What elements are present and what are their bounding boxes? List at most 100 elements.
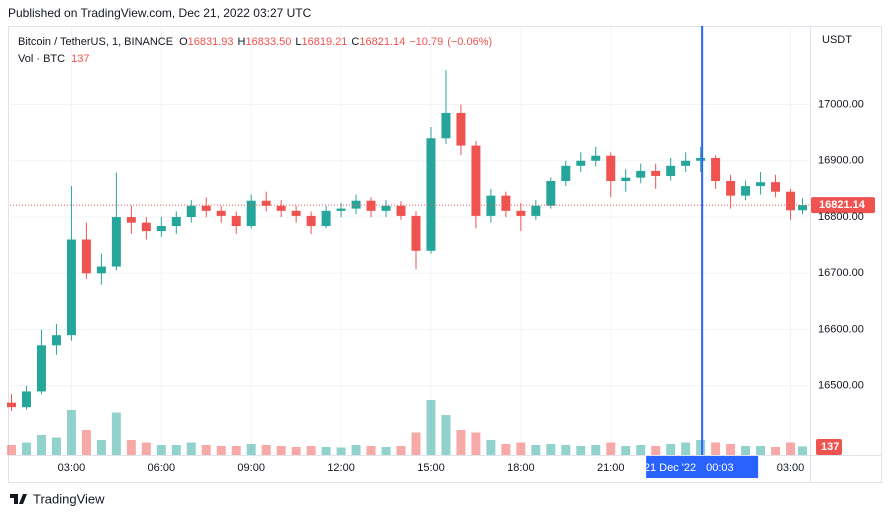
volume-bar xyxy=(111,412,121,455)
grid xyxy=(10,28,810,455)
volume-bar xyxy=(36,435,46,455)
candle-body xyxy=(7,402,16,408)
candle-body xyxy=(501,195,511,211)
candle-body xyxy=(336,208,346,211)
candle-body xyxy=(798,205,808,211)
candle-body xyxy=(696,157,706,161)
x-tick-label: 15:00 xyxy=(417,462,445,474)
volume-bar xyxy=(141,442,151,455)
volume-bar xyxy=(681,442,691,455)
candle-body xyxy=(621,177,631,182)
candle-body xyxy=(516,210,526,216)
volume-bar xyxy=(621,446,631,455)
volume-bar xyxy=(441,415,451,455)
volume-bar xyxy=(426,400,436,455)
volume-bar xyxy=(306,446,316,455)
candle-body xyxy=(591,155,601,161)
candle-body xyxy=(711,157,721,182)
candle-body xyxy=(246,200,256,227)
chart-frame xyxy=(8,26,882,483)
volume-bar xyxy=(156,445,166,455)
crosshair-date: 21 Dec '22 xyxy=(644,462,696,474)
volume-bar xyxy=(471,432,481,455)
volume-legend-line: Vol · BTC 137 xyxy=(18,53,89,65)
volume-bar xyxy=(591,445,601,455)
volume-bar xyxy=(171,445,181,455)
volume-bar xyxy=(216,446,226,455)
candle-body xyxy=(126,217,136,223)
change-value: −10.79 xyxy=(409,36,443,48)
volume-bar xyxy=(756,446,766,455)
candle-body xyxy=(291,210,301,216)
volume-bar xyxy=(261,445,271,455)
candle-body xyxy=(321,210,331,227)
volume-bar xyxy=(651,446,661,455)
volume-bar xyxy=(81,430,91,455)
volume-bar xyxy=(321,447,331,455)
volume-bar xyxy=(486,440,496,455)
tradingview-logo: TradingView xyxy=(10,491,105,506)
x-tick-label: 21:00 xyxy=(597,462,625,474)
x-tick-label: 09:00 xyxy=(237,462,265,474)
y-tick-label: 16600.00 xyxy=(818,323,864,335)
change-percent: (−0.06%) xyxy=(447,36,492,48)
volume-bar xyxy=(666,444,676,455)
volume-bar xyxy=(798,446,808,455)
candle-body xyxy=(411,215,421,251)
overlay-layer: 16821.14 137 21 Dec '22 00:03 xyxy=(10,26,875,478)
crosshair-time: 00:03 xyxy=(706,462,734,474)
candle-body xyxy=(576,160,586,166)
candle-body xyxy=(81,239,91,274)
volume-tag-label: 137 xyxy=(821,441,839,453)
candle-body xyxy=(426,138,436,251)
candle-body xyxy=(531,205,541,216)
candle-body xyxy=(741,186,751,196)
candle-body xyxy=(366,200,376,211)
volume-bar xyxy=(696,440,706,455)
volume-bar xyxy=(7,445,16,455)
volume-bar xyxy=(411,432,421,455)
candle-body xyxy=(261,200,271,206)
y-tick-label: 16900.00 xyxy=(818,155,864,167)
candle-body xyxy=(486,195,496,216)
candle-body xyxy=(636,170,646,178)
candle-body xyxy=(681,160,691,166)
candle-body xyxy=(546,181,556,206)
candle-body xyxy=(111,217,121,267)
volume-name: Vol · BTC xyxy=(18,53,65,65)
candle-body xyxy=(96,266,106,274)
ohlc-key: L xyxy=(295,36,301,48)
ohlc-key: C xyxy=(351,36,359,48)
ohlc-key: O xyxy=(179,36,188,48)
volume-bar xyxy=(741,446,751,455)
volume-bar xyxy=(246,444,256,455)
candle-body xyxy=(231,215,241,227)
crosshair-time-tag xyxy=(646,456,759,478)
volume-bar xyxy=(396,446,406,455)
volume-bar xyxy=(726,444,736,455)
legend-line: Bitcoin / TetherUS, 1, BINANCE O16831.93 H… xyxy=(18,36,492,48)
last-price-tag xyxy=(811,197,875,214)
x-tick-label: 06:00 xyxy=(148,462,176,474)
volume-bar xyxy=(636,445,646,455)
volume-bar xyxy=(606,442,616,455)
volume-bar xyxy=(381,447,391,455)
candle-body xyxy=(456,112,466,146)
volume-bar xyxy=(771,447,781,455)
candle-body xyxy=(21,391,31,408)
candle-body xyxy=(201,205,211,211)
x-tick-label: 18:00 xyxy=(507,462,535,474)
last-price-label: 16821.14 xyxy=(819,199,866,211)
x-tick-label: 03:00 xyxy=(58,462,86,474)
candle-body xyxy=(756,182,766,187)
volume-bar xyxy=(516,442,526,455)
symbol-title: Bitcoin / TetherUS, 1, BINANCE xyxy=(18,36,173,48)
volume-bar xyxy=(576,446,586,455)
candle-body xyxy=(606,155,616,182)
candle-body xyxy=(141,222,151,232)
candle-body xyxy=(156,226,166,232)
y-tick-label: 17000.00 xyxy=(818,98,864,110)
volume-layer xyxy=(7,400,808,455)
